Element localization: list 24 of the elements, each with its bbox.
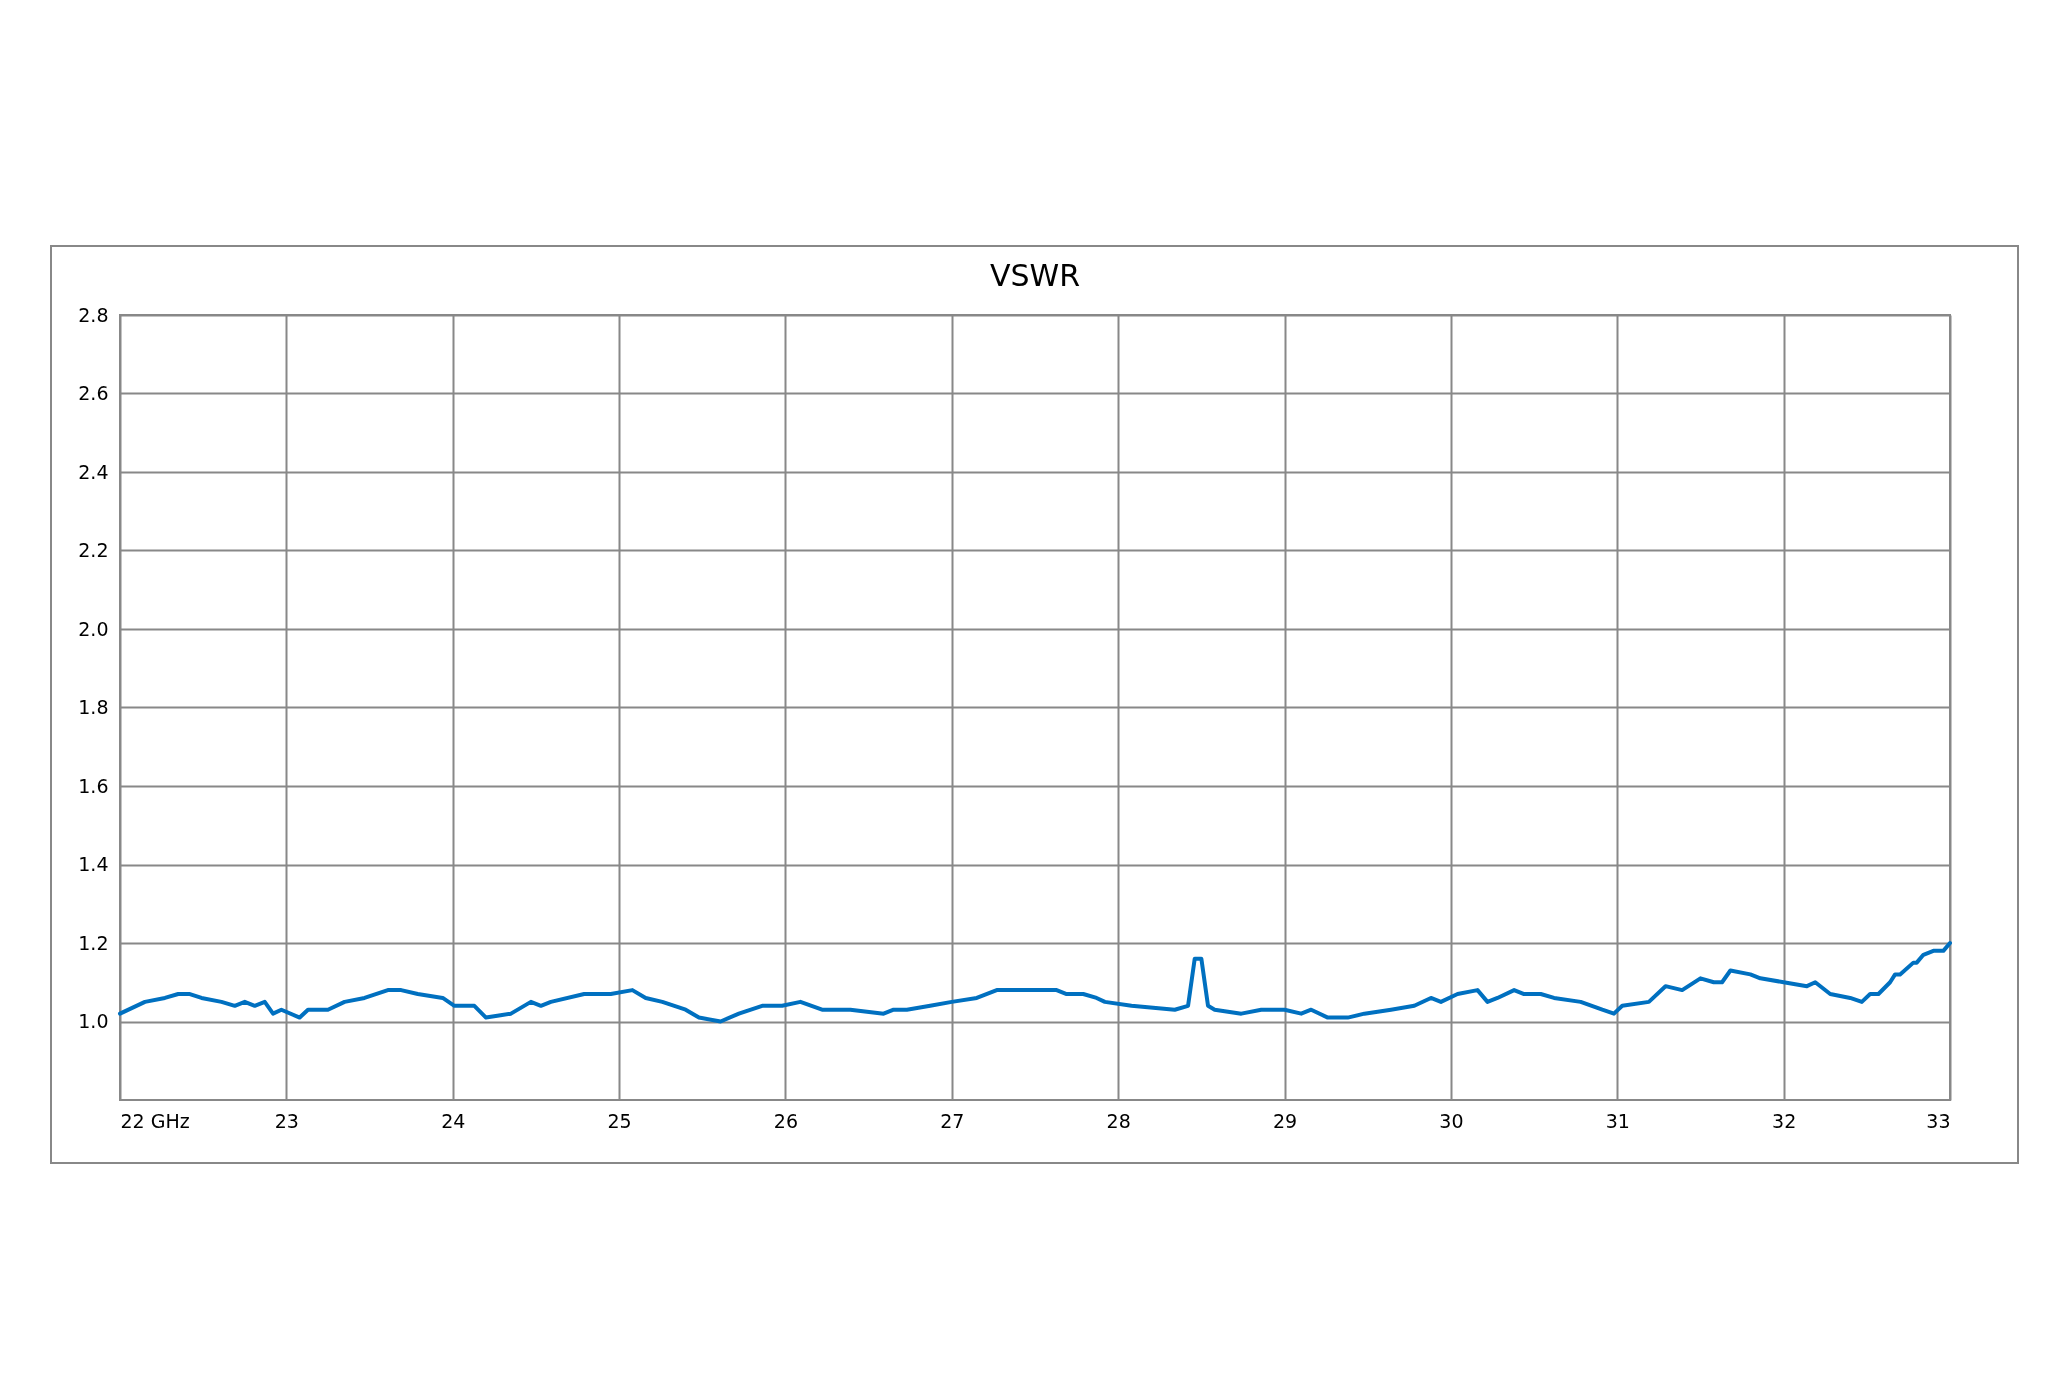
y-tick-label: 2.0 <box>78 617 109 640</box>
x-tick-label: 32 <box>1772 1109 1797 1132</box>
y-tick-label: 1.0 <box>78 1010 109 1032</box>
x-tick-label: 23 <box>274 1109 299 1132</box>
x-tick-label: 25 <box>607 1109 632 1132</box>
x-tick-label: 30 <box>1439 1109 1464 1132</box>
x-tick-label: 24 <box>441 1109 466 1132</box>
x-tick-label: 26 <box>773 1109 799 1132</box>
y-tick-label: 2.2 <box>78 539 109 561</box>
x-tick-label: 27 <box>940 1109 965 1132</box>
y-tick-label: 1.8 <box>78 696 109 718</box>
line-series <box>118 941 1952 1024</box>
y-tick-label: 1.2 <box>78 931 109 954</box>
x-tick-label: 28 <box>1106 1109 1131 1132</box>
x-tick-label: 33 <box>1926 1109 1951 1132</box>
y-tick-label: 1.6 <box>78 774 109 797</box>
y-tick-label: 2.6 <box>78 382 109 404</box>
x-tick-label: 22 GHz <box>120 1109 190 1132</box>
x-tick-label: 31 <box>1605 1109 1630 1132</box>
chart-title: VSWR <box>989 258 1081 293</box>
y-tick-label: 2.8 <box>78 303 109 326</box>
y-tick-label: 2.4 <box>78 460 109 483</box>
y-tick-label: 1.4 <box>78 853 109 875</box>
x-tick-label: 29 <box>1272 1109 1298 1132</box>
